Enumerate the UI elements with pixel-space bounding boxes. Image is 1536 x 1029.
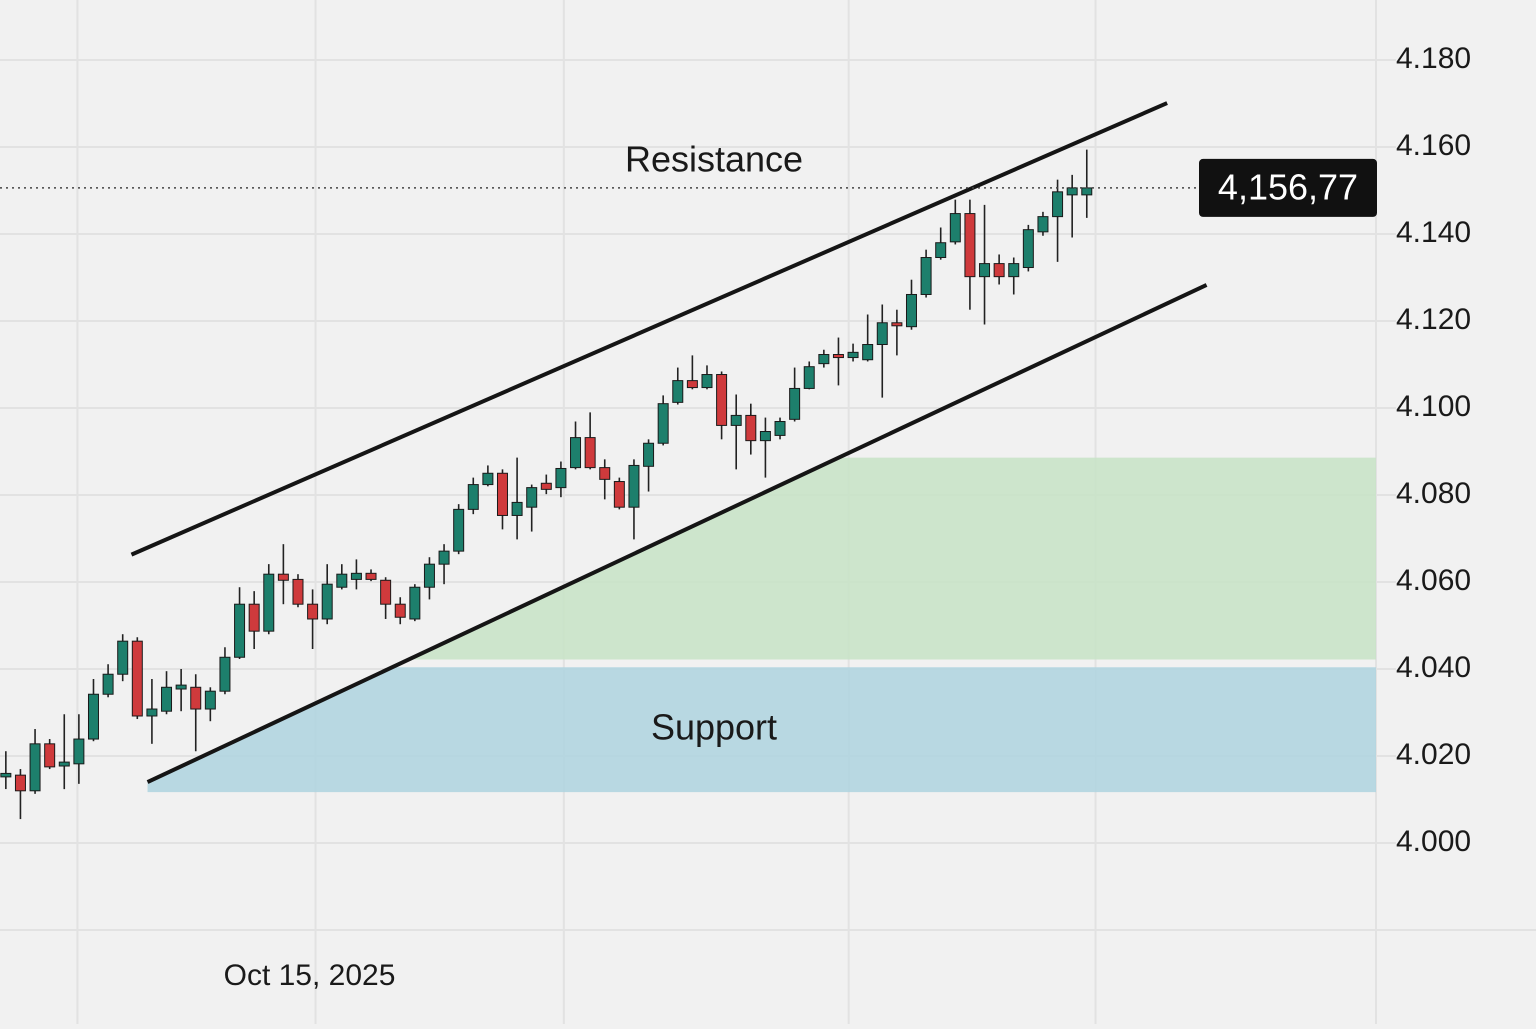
y-tick-label: 4.140: [1396, 216, 1471, 249]
trend-line: [130, 101, 1168, 557]
candle-body: [905, 293, 917, 328]
candle-body: [44, 743, 56, 768]
candle-body: [190, 686, 202, 710]
candle-body: [234, 603, 246, 658]
candle-body: [993, 263, 1005, 278]
y-tick-label: 4.060: [1396, 564, 1471, 597]
candle-body: [263, 573, 275, 632]
candle-body: [482, 472, 494, 486]
candle-body: [0, 772, 12, 778]
candle-body: [453, 508, 465, 552]
candle-body: [219, 656, 231, 692]
y-tick-label: 4.160: [1396, 129, 1471, 162]
candle-body: [365, 572, 377, 580]
candle-body: [511, 501, 523, 516]
candle-body: [102, 673, 114, 695]
candle-body: [307, 603, 319, 620]
candle-body: [570, 437, 582, 469]
zone: [147, 667, 1376, 793]
candle-body: [1081, 187, 1093, 196]
price-tag: [1199, 158, 1377, 217]
candle-body: [935, 242, 947, 259]
y-tick-label: 4.000: [1396, 825, 1471, 858]
y-tick-label: 4.080: [1396, 477, 1471, 510]
candle-body: [1008, 263, 1020, 278]
candle-body: [321, 583, 333, 620]
candle-body: [438, 550, 450, 565]
y-tick-label: 4.180: [1396, 42, 1471, 75]
y-tick-label: 4.100: [1396, 390, 1471, 423]
candle-body: [584, 437, 596, 469]
candle-body: [979, 263, 991, 278]
y-tick-label: 4.120: [1396, 303, 1471, 336]
candle-body: [350, 572, 362, 580]
y-tick-label: 4.020: [1396, 738, 1471, 771]
candle-body: [686, 380, 698, 389]
candle-body: [175, 684, 187, 690]
candle-body: [643, 442, 655, 467]
annotation: Resistance: [625, 139, 803, 180]
candle-body: [14, 774, 26, 792]
candle-body: [701, 374, 713, 389]
candle-body: [496, 472, 508, 516]
candle-body: [745, 414, 757, 442]
candle-body: [146, 708, 158, 717]
candle-body: [1052, 191, 1064, 218]
candle-body: [161, 686, 173, 712]
candle-body: [876, 322, 888, 346]
candle-body: [964, 213, 976, 278]
candle-body: [730, 414, 742, 426]
candle-body: [292, 578, 304, 605]
candle-body: [774, 421, 786, 436]
candle-body: [248, 603, 260, 632]
candle-body: [847, 351, 859, 359]
candle-body: [613, 481, 625, 508]
zone: [408, 457, 1376, 660]
trend-line: [146, 283, 1208, 784]
candle-body: [862, 344, 874, 361]
candle-body: [423, 563, 435, 588]
candle-body: [716, 374, 728, 426]
candle-body: [204, 690, 216, 710]
candle-body: [628, 464, 640, 508]
candle-body: [672, 380, 684, 403]
candle-body: [789, 387, 801, 420]
candle-body: [599, 467, 611, 480]
x-tick-label: Oct 15, 2025: [224, 959, 396, 992]
candle-body: [277, 573, 289, 581]
candle-body: [555, 467, 567, 489]
candle-body: [73, 738, 85, 765]
candle-body: [759, 431, 771, 442]
candle-body: [117, 640, 129, 675]
candle-body: [380, 579, 392, 605]
candle-body: [467, 484, 479, 510]
candle-body: [29, 743, 41, 792]
candle-body: [1022, 229, 1034, 269]
price-label: 4,156,77: [1218, 166, 1358, 207]
candle-body: [949, 213, 961, 243]
candle-body: [58, 761, 70, 767]
candle-body: [818, 354, 830, 365]
candle-body: [832, 354, 844, 359]
candle-body: [336, 573, 348, 588]
candle-body: [540, 482, 552, 490]
candle-body: [409, 586, 421, 620]
candle-body: [526, 487, 538, 508]
candle-body: [131, 640, 143, 717]
candle-body: [87, 693, 99, 740]
candle-body: [920, 257, 932, 295]
candle-body: [394, 603, 406, 618]
candle-body: [657, 403, 669, 444]
candle-body: [1037, 216, 1049, 233]
candle-body: [803, 366, 815, 389]
candle-body: [1066, 187, 1078, 196]
annotation: Support: [651, 707, 777, 748]
candle-body: [891, 322, 903, 327]
y-tick-label: 4.040: [1396, 651, 1471, 684]
